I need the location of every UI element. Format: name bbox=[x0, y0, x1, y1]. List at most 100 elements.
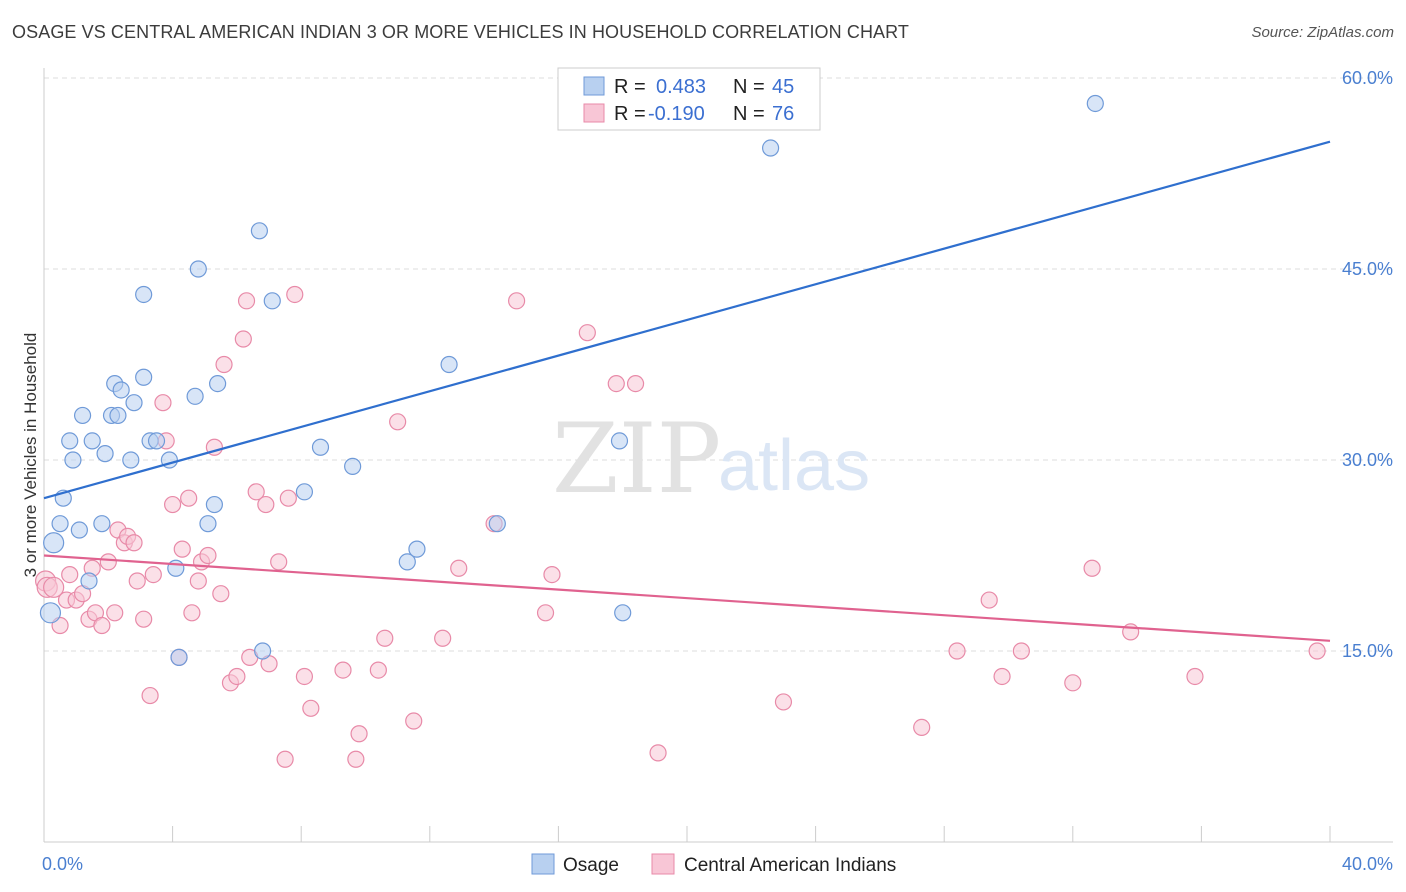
axes bbox=[43, 68, 1393, 843]
osage-point-10 bbox=[93, 515, 111, 533]
bottom-legend-label-osage: Osage bbox=[563, 855, 619, 876]
legend-swatch-osage bbox=[583, 76, 605, 96]
osage-point-5 bbox=[64, 451, 82, 469]
cai-point-27 bbox=[180, 489, 198, 507]
osage-point-29 bbox=[209, 375, 227, 393]
x-tick-label-min: 0.0% bbox=[42, 854, 83, 874]
cai-point-29 bbox=[189, 572, 207, 590]
bottom-legend-label-cai: Central American Indians bbox=[684, 855, 896, 876]
osage-point-41 bbox=[614, 604, 632, 622]
cai-trend-line bbox=[43, 554, 1331, 642]
cai-point-37 bbox=[234, 330, 252, 348]
y-tick-label-1: 30.0% bbox=[1342, 450, 1393, 470]
cai-point-11 bbox=[93, 616, 111, 635]
cai-point-2 bbox=[43, 576, 65, 598]
osage-point-18 bbox=[135, 368, 153, 386]
watermark-atlas: atlas bbox=[718, 426, 870, 506]
cai-point-70 bbox=[993, 667, 1011, 686]
cai-point-54 bbox=[389, 413, 407, 431]
cai-point-67 bbox=[913, 718, 931, 737]
cai-point-59 bbox=[508, 292, 526, 310]
osage-point-2 bbox=[51, 515, 69, 533]
cai-point-12 bbox=[99, 553, 117, 571]
cai-point-5 bbox=[61, 565, 79, 584]
cai-point-73 bbox=[1083, 559, 1101, 577]
osage-point-15 bbox=[112, 381, 130, 399]
watermark-zip: ZIP bbox=[552, 403, 721, 515]
cai-point-21 bbox=[144, 565, 162, 584]
cai-point-41 bbox=[257, 495, 275, 514]
legend-r-value-osage: 0.483 bbox=[656, 76, 706, 98]
osage-point-26 bbox=[189, 260, 207, 278]
osage-point-40 bbox=[610, 432, 629, 450]
source-label: Source: ZipAtlas.com bbox=[1251, 24, 1394, 41]
osage-point-39 bbox=[488, 515, 506, 533]
osage-point-37 bbox=[408, 540, 426, 558]
cai-point-71 bbox=[1012, 642, 1030, 660]
cai-point-76 bbox=[1308, 642, 1326, 660]
cai-point-55 bbox=[405, 712, 423, 730]
legend-swatch-cai bbox=[583, 103, 605, 123]
cai-point-56 bbox=[434, 629, 452, 647]
y-tick-label-0: 15.0% bbox=[1342, 641, 1393, 661]
cai-point-34 bbox=[215, 355, 233, 374]
cai-point-38 bbox=[237, 292, 256, 310]
cai-point-48 bbox=[302, 699, 320, 717]
cai-point-66 bbox=[774, 693, 793, 711]
cai-point-68 bbox=[948, 642, 966, 660]
osage-point-23 bbox=[167, 559, 185, 577]
osage-point-1 bbox=[43, 532, 65, 554]
osage-point-36 bbox=[398, 553, 416, 571]
series-osage-points bbox=[39, 82, 1104, 666]
osage-point-17 bbox=[125, 394, 143, 412]
series-legend: Osage Central American Indians bbox=[531, 853, 896, 876]
y-tick-label-2: 45.0% bbox=[1342, 259, 1393, 279]
cai-point-61 bbox=[543, 565, 561, 584]
x-tick-label-max: 40.0% bbox=[1342, 854, 1393, 874]
legend-n-value-osage: 45 bbox=[772, 76, 794, 98]
cai-point-13 bbox=[106, 604, 124, 622]
cai-point-19 bbox=[135, 610, 153, 628]
cai-point-75 bbox=[1186, 667, 1204, 686]
legend-r-value-cai: -0.190 bbox=[648, 103, 705, 125]
osage-point-25 bbox=[186, 387, 204, 405]
cai-point-65 bbox=[649, 744, 667, 762]
legend-r-label-osage: R = bbox=[614, 76, 646, 98]
legend-r-label-cai: R = bbox=[614, 103, 646, 125]
cai-point-26 bbox=[173, 540, 191, 558]
cai-point-18 bbox=[128, 572, 146, 590]
osage-point-28 bbox=[205, 495, 223, 514]
osage-point-16 bbox=[122, 451, 140, 469]
y-axis-title: 3 or more Vehicles in Household bbox=[21, 333, 40, 578]
bottom-legend-swatch-cai bbox=[651, 853, 675, 875]
series-central-american-indians-points bbox=[35, 285, 1326, 768]
cai-point-20 bbox=[141, 686, 159, 705]
osage-point-9 bbox=[83, 432, 101, 450]
osage-point-4 bbox=[61, 432, 79, 450]
gridlines bbox=[44, 77, 1393, 652]
chart-title: OSAGE VS CENTRAL AMERICAN INDIAN 3 OR MO… bbox=[12, 22, 910, 42]
bottom-legend-swatch-osage bbox=[531, 853, 555, 875]
osage-point-6 bbox=[70, 521, 88, 539]
cai-point-28 bbox=[183, 604, 201, 622]
osage-point-31 bbox=[254, 642, 272, 660]
osage-point-11 bbox=[96, 445, 114, 463]
cai-point-22 bbox=[154, 394, 172, 412]
cai-point-31 bbox=[199, 546, 217, 565]
y-tick-labels: 15.0% 30.0% 45.0% 60.0% bbox=[1342, 68, 1393, 661]
cai-point-36 bbox=[228, 667, 246, 686]
legend-n-value-cai: 76 bbox=[772, 103, 794, 125]
osage-point-30 bbox=[250, 222, 269, 240]
cai-point-24 bbox=[164, 495, 182, 514]
osage-point-44 bbox=[1086, 94, 1104, 113]
osage-point-34 bbox=[311, 438, 330, 456]
osage-point-38 bbox=[440, 355, 458, 374]
cai-point-62 bbox=[578, 324, 596, 342]
cai-point-50 bbox=[347, 750, 365, 768]
osage-point-21 bbox=[147, 432, 166, 450]
cai-point-52 bbox=[369, 661, 387, 679]
cai-point-40 bbox=[247, 483, 265, 501]
osage-point-7 bbox=[73, 406, 92, 425]
osage-point-19 bbox=[135, 285, 153, 304]
